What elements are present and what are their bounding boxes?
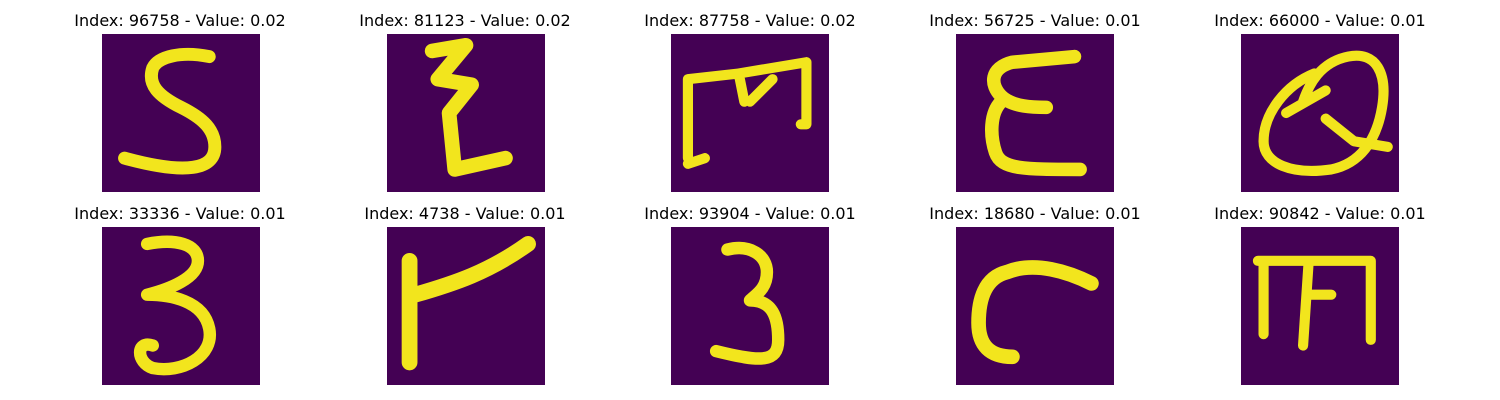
panel-title: Index: 66000 - Value: 0.01 bbox=[1214, 11, 1426, 30]
panel-title: Index: 56725 - Value: 0.01 bbox=[929, 11, 1141, 30]
digit-image bbox=[956, 227, 1114, 385]
digit-image bbox=[956, 34, 1114, 192]
digit-image bbox=[102, 227, 260, 385]
panel-title: Index: 81123 - Value: 0.02 bbox=[359, 11, 571, 30]
panel-title: Index: 87758 - Value: 0.02 bbox=[644, 11, 856, 30]
panel-title: Index: 96758 - Value: 0.02 bbox=[74, 11, 286, 30]
digit-image bbox=[387, 34, 545, 192]
digit-image bbox=[1241, 227, 1399, 385]
glyph-5-image bbox=[102, 34, 260, 192]
glyph-q-image bbox=[1241, 34, 1399, 192]
glyph-c-image bbox=[956, 227, 1114, 385]
glyph-r-image bbox=[387, 227, 545, 385]
glyph-m-image bbox=[671, 34, 829, 192]
digit-image bbox=[387, 227, 545, 385]
panel-title: Index: 90842 - Value: 0.01 bbox=[1214, 204, 1426, 223]
glyph-e-image bbox=[956, 34, 1114, 192]
digit-image bbox=[671, 227, 829, 385]
digit-image bbox=[1241, 34, 1399, 192]
glyph-3-image bbox=[671, 227, 829, 385]
digit-image bbox=[102, 34, 260, 192]
glyph-3-image bbox=[102, 227, 260, 385]
glyph-m-image bbox=[1241, 227, 1399, 385]
panel-title: Index: 4738 - Value: 0.01 bbox=[364, 204, 566, 223]
panel-title: Index: 18680 - Value: 0.01 bbox=[929, 204, 1141, 223]
panel-title: Index: 93904 - Value: 0.01 bbox=[644, 204, 856, 223]
digit-image bbox=[671, 34, 829, 192]
panel-title: Index: 33336 - Value: 0.01 bbox=[74, 204, 286, 223]
glyph-z-image bbox=[387, 34, 545, 192]
